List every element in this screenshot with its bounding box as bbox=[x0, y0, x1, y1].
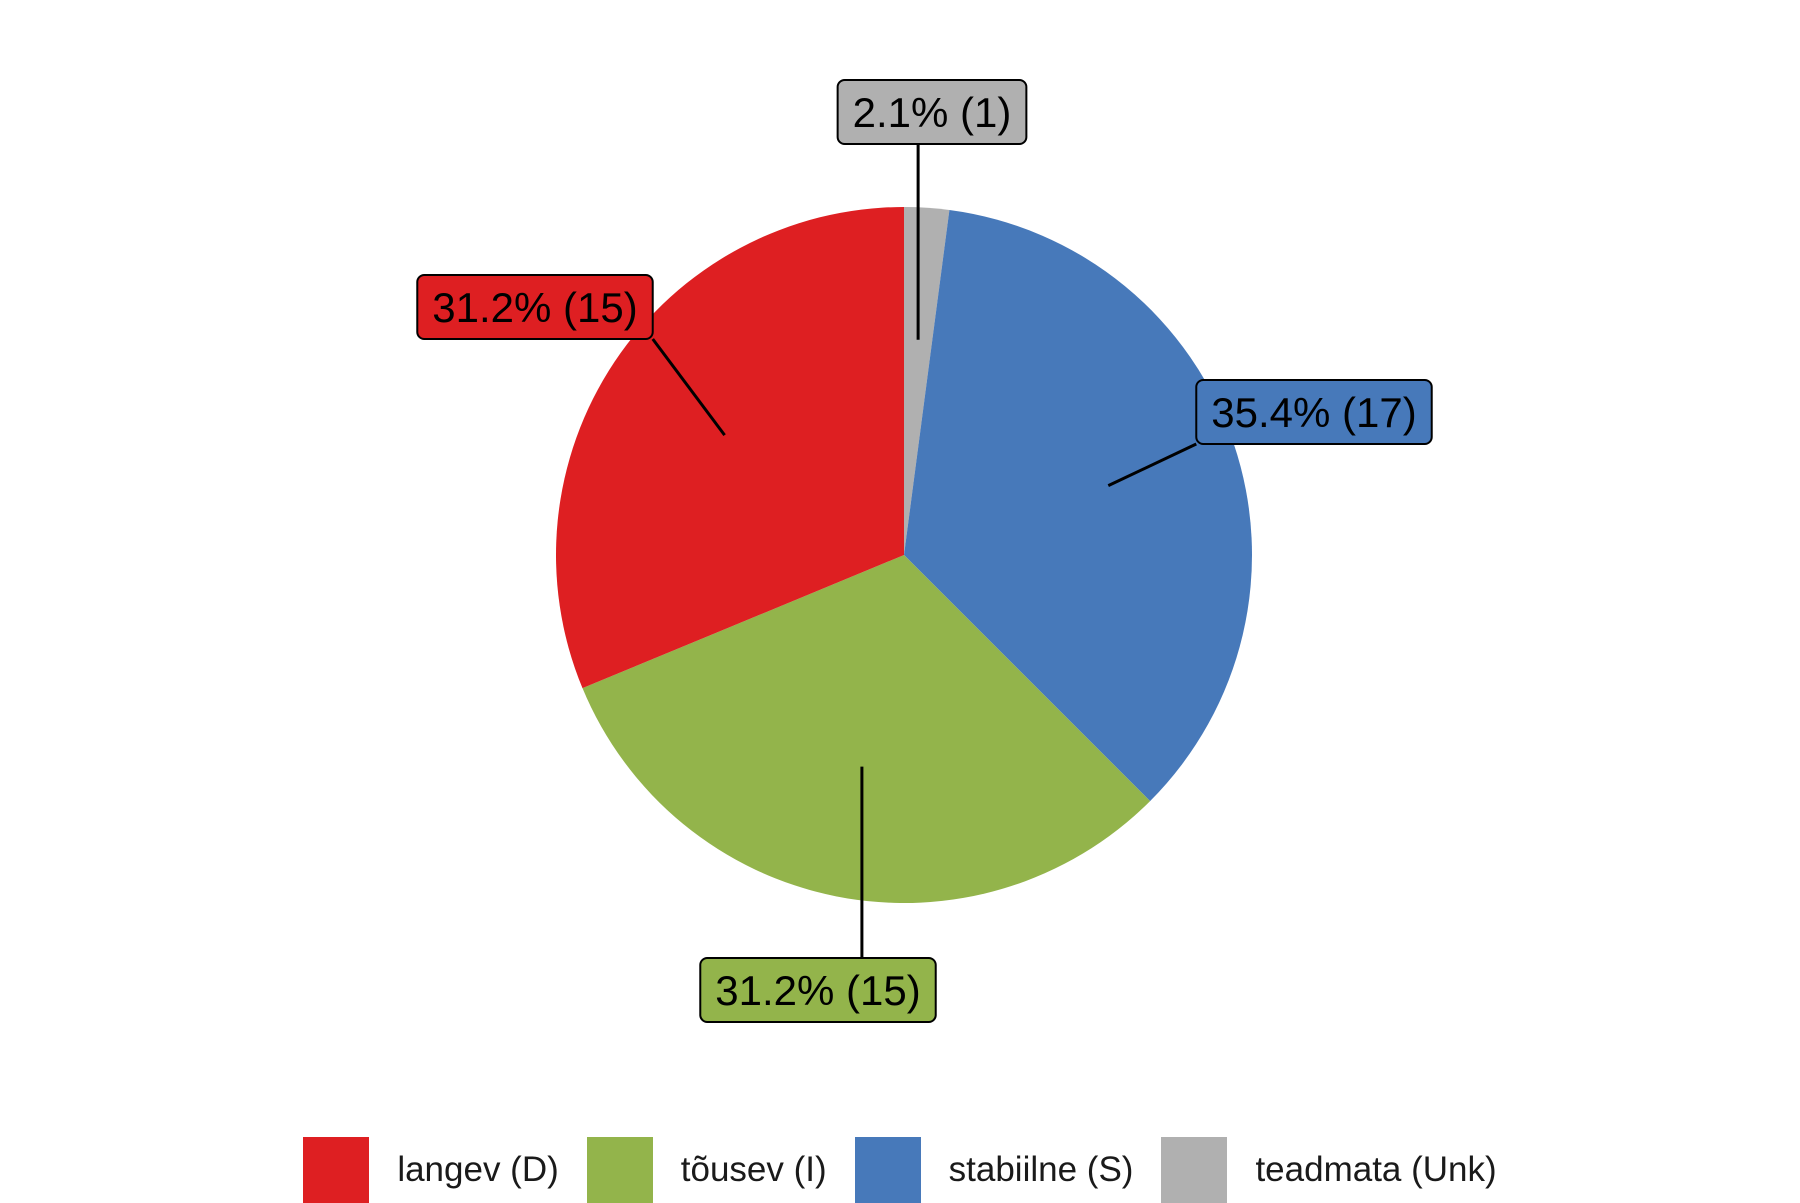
legend-label-tousev: tõusev (I) bbox=[680, 1150, 827, 1189]
data-label-text-tousev: 31.2% (15) bbox=[715, 967, 920, 1014]
legend-item-tousev: tõusev (I) bbox=[586, 1137, 827, 1203]
legend-item-teadmata: teadmata (Unk) bbox=[1161, 1137, 1497, 1203]
data-label-box-langev bbox=[416, 274, 654, 340]
leader-line-langev bbox=[651, 338, 726, 437]
leader-lines-layer bbox=[651, 144, 1197, 958]
data-label-box-stabiilne bbox=[1195, 379, 1433, 445]
data-label-box-tousev bbox=[699, 957, 937, 1023]
data-label-box-teadmata bbox=[836, 79, 1028, 145]
data-label-teadmata: 2.1% (1) bbox=[836, 79, 1028, 145]
legend: langev (D) tõusev (I) stabiilne (S) tead… bbox=[0, 1137, 1800, 1203]
data-label-text-langev: 31.2% (15) bbox=[432, 284, 637, 331]
legend-swatch-tousev bbox=[586, 1137, 653, 1203]
pie-slice-tousev bbox=[582, 555, 1151, 903]
data-label-text-stabiilne: 35.4% (17) bbox=[1211, 389, 1416, 436]
data-labels-layer: 2.1% (1) 35.4% (17) 31.2% (15) 31.2% (15) bbox=[416, 79, 1433, 1023]
legend-swatch-stabiilne bbox=[854, 1137, 921, 1203]
data-label-text-teadmata: 2.1% (1) bbox=[853, 89, 1012, 136]
legend-swatch-langev bbox=[303, 1137, 370, 1203]
pie-slice-teadmata bbox=[904, 207, 950, 555]
legend-label-stabiilne: stabiilne (S) bbox=[948, 1150, 1134, 1189]
data-label-stabiilne: 35.4% (17) bbox=[1195, 379, 1433, 445]
data-label-langev: 31.2% (15) bbox=[416, 274, 654, 340]
data-label-tousev: 31.2% (15) bbox=[699, 957, 937, 1023]
slices-layer bbox=[555, 207, 1252, 903]
leader-line-stabiilne bbox=[1107, 442, 1197, 488]
legend-swatch-teadmata bbox=[1161, 1137, 1228, 1203]
legend-item-langev: langev (D) bbox=[303, 1137, 559, 1203]
pie-slice-stabiilne bbox=[904, 209, 1252, 802]
legend-item-stabiilne: stabiilne (S) bbox=[854, 1137, 1134, 1203]
legend-label-teadmata: teadmata (Unk) bbox=[1255, 1150, 1497, 1189]
legend-label-langev: langev (D) bbox=[397, 1150, 559, 1189]
